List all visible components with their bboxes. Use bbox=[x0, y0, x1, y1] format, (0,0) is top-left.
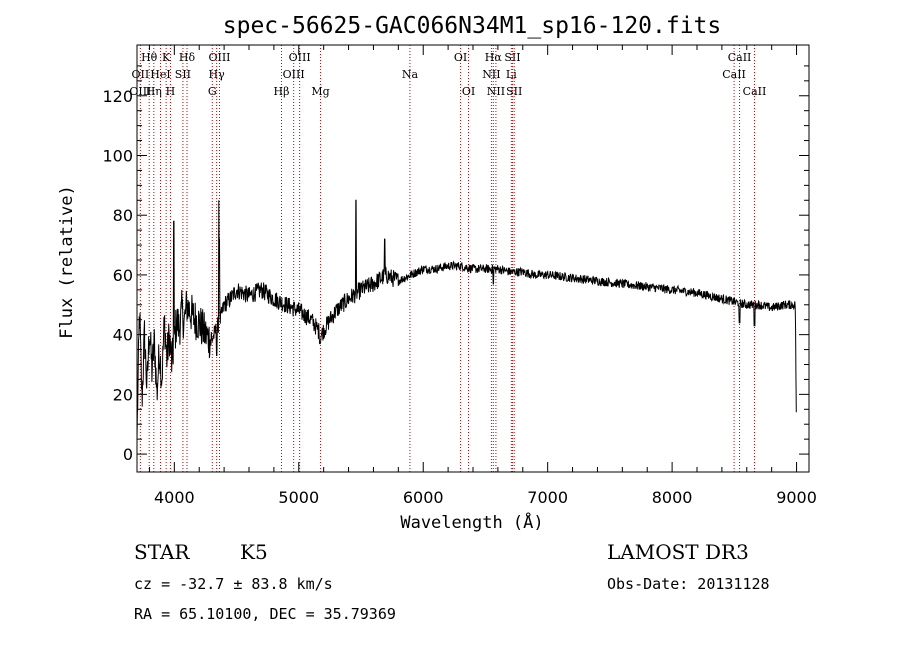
line-label: SII bbox=[506, 85, 522, 98]
survey-name: LAMOST DR3 bbox=[607, 540, 749, 564]
line-label: OIII bbox=[208, 51, 230, 64]
line-label: NII bbox=[487, 85, 505, 98]
y-axis: 0 20 40 60 80 100 120 bbox=[102, 65, 809, 464]
x-tick-label: 5000 bbox=[278, 488, 319, 507]
line-label: NII bbox=[482, 68, 500, 81]
line-label: SII bbox=[504, 51, 520, 64]
line-label: OI bbox=[462, 85, 475, 98]
line-label: Hγ bbox=[209, 68, 226, 81]
line-label: G bbox=[208, 85, 217, 98]
x-axis: 4000 5000 6000 7000 8000 9000 bbox=[148, 45, 817, 507]
line-label: HeI bbox=[150, 68, 170, 81]
y-tick-label: 120 bbox=[102, 87, 133, 106]
y-axis-label: Flux (relative) bbox=[57, 185, 77, 339]
line-label: Hθ bbox=[141, 51, 158, 64]
y-tick-label: 100 bbox=[102, 146, 133, 165]
line-label: OIII bbox=[289, 51, 311, 64]
x-axis-label: Wavelength (Å) bbox=[400, 511, 543, 533]
line-label: OII bbox=[132, 68, 150, 81]
x-tick-label: 4000 bbox=[154, 488, 195, 507]
line-label: Hη bbox=[146, 85, 162, 98]
x-tick-label: 9000 bbox=[776, 488, 817, 507]
coordinates: RA = 65.10100, DEC = 35.79369 bbox=[134, 605, 396, 623]
line-label: Na bbox=[402, 68, 419, 81]
line-label: Mg bbox=[311, 85, 329, 98]
line-label: Li bbox=[506, 68, 517, 81]
object-subclass: K5 bbox=[240, 540, 268, 564]
line-label: CaII bbox=[728, 51, 752, 64]
observation-date: Obs-Date: 20131128 bbox=[607, 575, 770, 593]
line-label: OIII bbox=[129, 85, 151, 98]
line-label: OI bbox=[454, 51, 467, 64]
x-tick-label: 7000 bbox=[527, 488, 568, 507]
y-tick-label: 60 bbox=[113, 266, 133, 285]
line-label: SII bbox=[175, 68, 191, 81]
y-tick-label: 40 bbox=[113, 326, 133, 345]
redshift-velocity: cz = -32.7 ± 83.8 km/s bbox=[134, 575, 333, 593]
y-tick-label: 20 bbox=[113, 385, 133, 404]
line-label: Hβ bbox=[274, 85, 290, 98]
y-tick-label: 0 bbox=[123, 445, 133, 464]
line-label: Hδ bbox=[179, 51, 196, 64]
x-tick-label: 8000 bbox=[652, 488, 693, 507]
line-label: K bbox=[162, 51, 171, 64]
x-tick-label: 6000 bbox=[403, 488, 444, 507]
chart-title: spec-56625-GAC066N34M1_sp16-120.fits bbox=[223, 13, 722, 39]
line-label: Hα bbox=[485, 51, 503, 64]
line-label: H bbox=[166, 85, 176, 98]
object-class: STAR bbox=[134, 540, 190, 564]
emission-line-labels: Hθ OII OIII K HeI Hη H SII Hδ OIII Hγ G Hβ OIII OIII Mg… bbox=[129, 51, 766, 98]
line-label: CaII bbox=[743, 85, 767, 98]
plot-frame bbox=[136, 44, 810, 473]
line-label: OIII bbox=[283, 68, 305, 81]
emission-line-markers bbox=[139, 45, 755, 472]
spectrum-line bbox=[136, 199, 797, 440]
y-tick-label: 80 bbox=[113, 206, 133, 225]
line-label: CaII bbox=[722, 68, 746, 81]
